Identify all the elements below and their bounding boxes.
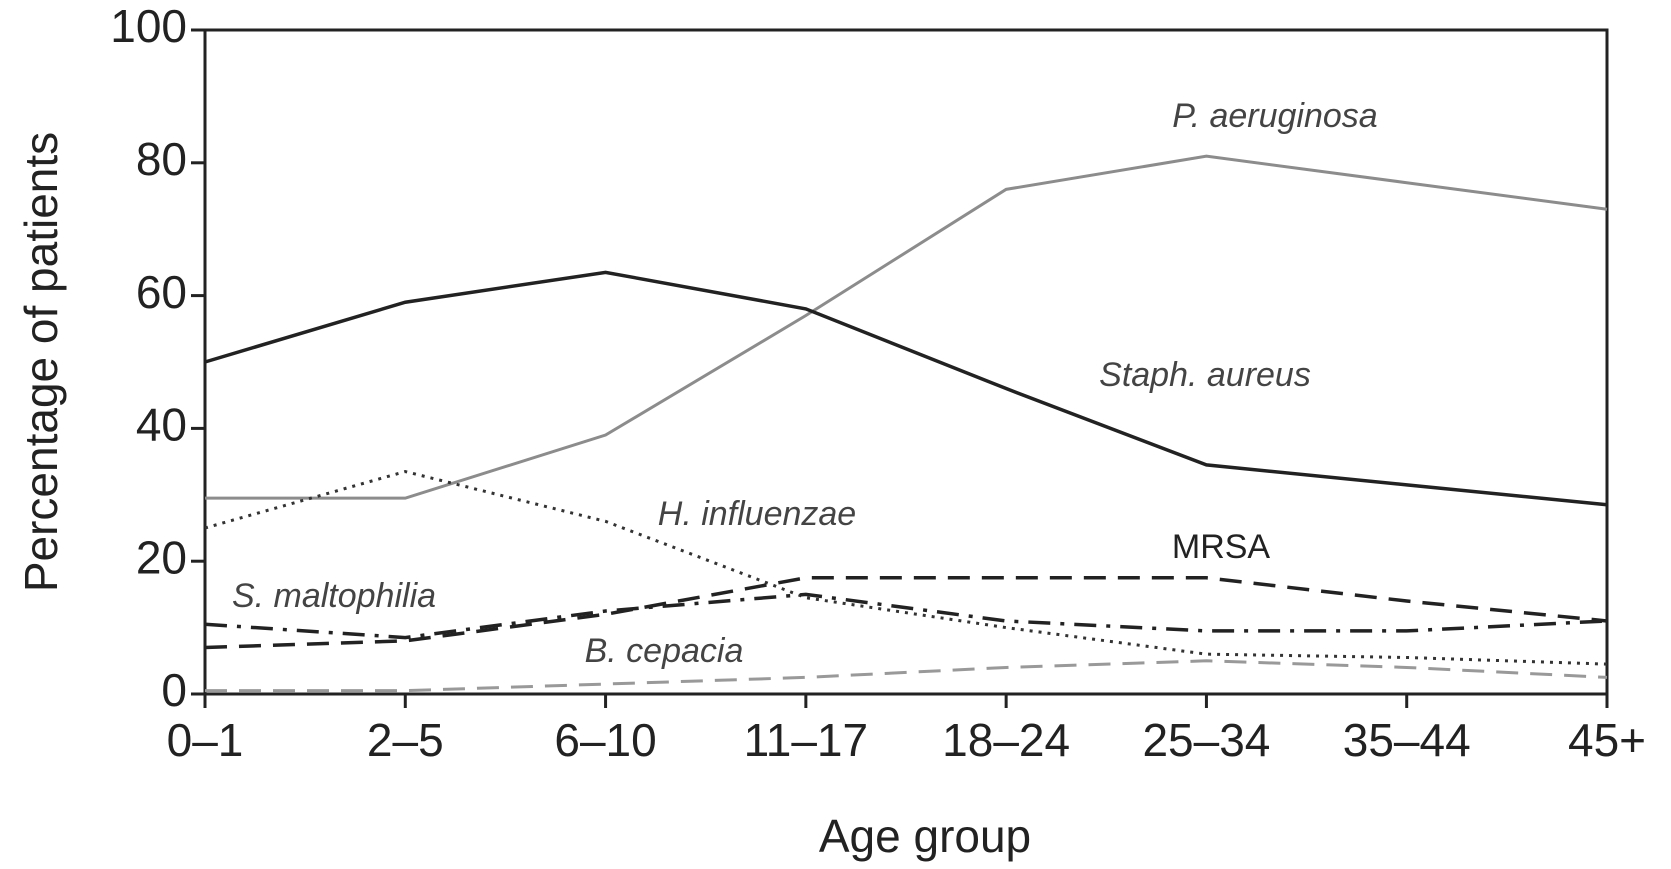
x-tick-label: 45+ [1568,714,1646,766]
series-label: P. aeruginosa [1172,97,1377,135]
x-tick-label: 0–1 [167,714,244,766]
series-label: Staph. aureus [1099,356,1311,394]
series-label: MRSA [1172,528,1271,566]
series-line [205,154,1608,500]
y-tick-label: 60 [136,266,187,318]
series-line [204,470,1608,666]
series-line [204,592,1608,640]
x-tick-label: 6–10 [554,714,656,766]
series-label: B. cepacia [585,632,744,670]
y-tick-label: 20 [136,531,187,583]
y-axis-label: Percentage of patients [15,132,67,592]
x-tick-label: 18–24 [942,714,1070,766]
y-tick-label: 40 [136,399,187,451]
series-label: S. maltophilia [232,577,436,615]
series-label: H. influenzae [658,495,856,533]
x-tick-label: 11–17 [744,714,869,766]
y-tick-label: 100 [110,0,187,52]
x-tick-label: 25–34 [1142,714,1270,766]
x-axis-label: Age group [819,810,1031,862]
series-line [205,659,1608,693]
series-line [204,576,1608,650]
x-tick-label: 35–44 [1343,714,1471,766]
y-tick-label: 80 [136,133,187,185]
y-tick-label: 0 [161,664,187,716]
series-line [204,270,1608,507]
x-tick-label: 2–5 [367,714,444,766]
